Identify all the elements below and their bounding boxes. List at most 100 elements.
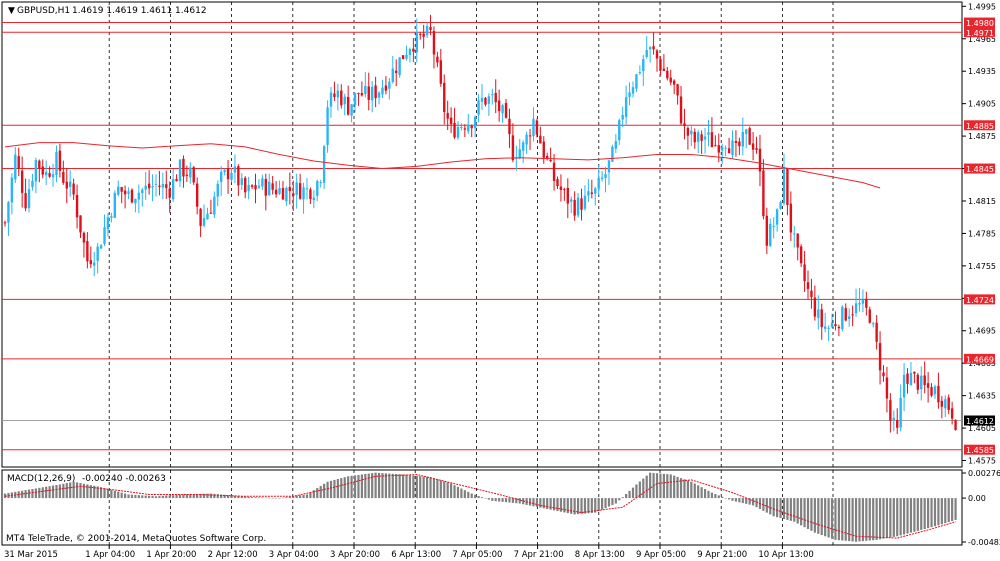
macd-bar[interactable] bbox=[944, 498, 947, 524]
candle-bear[interactable] bbox=[882, 372, 885, 377]
macd-bar[interactable] bbox=[450, 483, 453, 499]
macd-bar[interactable] bbox=[247, 496, 250, 499]
candle-bull[interactable] bbox=[576, 197, 580, 216]
macd-bar[interactable] bbox=[721, 496, 724, 499]
macd-bar[interactable] bbox=[796, 498, 799, 524]
candle-bear[interactable] bbox=[274, 189, 278, 195]
candle-bear[interactable] bbox=[786, 168, 789, 205]
candle-bull[interactable] bbox=[106, 217, 110, 230]
candle-bull[interactable] bbox=[405, 54, 408, 59]
macd-bar[interactable] bbox=[806, 498, 810, 529]
macd-bar[interactable] bbox=[93, 485, 96, 499]
macd-bar[interactable] bbox=[824, 498, 827, 537]
candle-bear[interactable] bbox=[346, 96, 350, 115]
candle-bull[interactable] bbox=[219, 171, 223, 182]
candle-bear[interactable] bbox=[357, 92, 360, 94]
candle-bear[interactable] bbox=[580, 198, 583, 210]
candle-bear[interactable] bbox=[834, 324, 837, 327]
candle-bull[interactable] bbox=[178, 159, 182, 182]
candle-bull[interactable] bbox=[830, 322, 834, 327]
macd-bar[interactable] bbox=[99, 487, 103, 499]
candle-bear[interactable] bbox=[837, 326, 841, 329]
candle-bear[interactable] bbox=[751, 143, 755, 150]
candle-bear[interactable] bbox=[535, 120, 539, 135]
candle-bear[interactable] bbox=[439, 60, 443, 84]
candle-bull[interactable] bbox=[467, 124, 470, 132]
candle-bear[interactable] bbox=[195, 183, 199, 207]
macd-bar[interactable] bbox=[96, 486, 99, 499]
macd-bar[interactable] bbox=[429, 477, 432, 499]
macd-bar[interactable] bbox=[508, 498, 511, 503]
macd-bar[interactable] bbox=[854, 498, 858, 542]
candle-bull[interactable] bbox=[425, 26, 429, 36]
candle-bear[interactable] bbox=[799, 246, 803, 264]
candle-bear[interactable] bbox=[672, 80, 676, 85]
macd-bar[interactable] bbox=[343, 477, 346, 499]
macd-bar[interactable] bbox=[782, 498, 786, 519]
candle-bear[interactable] bbox=[384, 85, 388, 91]
macd-bar[interactable] bbox=[803, 498, 806, 528]
macd-bar[interactable] bbox=[655, 473, 659, 499]
macd-bar[interactable] bbox=[515, 498, 518, 504]
macd-bar[interactable] bbox=[779, 498, 782, 519]
macd-bar[interactable] bbox=[237, 495, 240, 499]
candle-bull[interactable] bbox=[607, 160, 611, 173]
candle-bull[interactable] bbox=[213, 196, 216, 215]
candle-bear[interactable] bbox=[659, 59, 662, 71]
macd-bar[interactable] bbox=[216, 494, 219, 499]
macd-bar[interactable] bbox=[371, 473, 374, 499]
candle-bear[interactable] bbox=[292, 193, 295, 196]
macd-bar[interactable] bbox=[316, 488, 319, 499]
candle-bull[interactable] bbox=[638, 72, 642, 74]
candle-bear[interactable] bbox=[374, 85, 377, 99]
candle-bull[interactable] bbox=[745, 129, 748, 134]
candle-bull[interactable] bbox=[920, 375, 923, 390]
candle-bull[interactable] bbox=[594, 188, 597, 194]
macd-bar[interactable] bbox=[480, 497, 484, 499]
macd-bar[interactable] bbox=[902, 498, 906, 535]
candle-bull[interactable] bbox=[597, 177, 600, 189]
macd-bar[interactable] bbox=[734, 498, 738, 502]
macd-bar[interactable] bbox=[134, 494, 137, 499]
macd-bar[interactable] bbox=[110, 489, 113, 499]
macd-bar[interactable] bbox=[165, 495, 168, 499]
candle-bull[interactable] bbox=[782, 167, 786, 204]
candle-bear[interactable] bbox=[940, 400, 944, 407]
candle-bull[interactable] bbox=[611, 146, 614, 162]
macd-bar[interactable] bbox=[161, 495, 164, 499]
macd-bar[interactable] bbox=[62, 483, 65, 499]
candle-bear[interactable] bbox=[511, 135, 515, 161]
candle-bear[interactable] bbox=[813, 297, 817, 317]
candle-bear[interactable] bbox=[497, 100, 501, 112]
macd-bar[interactable] bbox=[920, 498, 923, 530]
macd-bar[interactable] bbox=[820, 498, 823, 536]
candle-bear[interactable] bbox=[539, 135, 542, 144]
candle-bull[interactable] bbox=[635, 74, 638, 89]
macd-bar[interactable] bbox=[27, 489, 31, 499]
macd-bar[interactable] bbox=[889, 498, 892, 538]
candle-bear[interactable] bbox=[395, 70, 398, 73]
candle-bull[interactable] bbox=[621, 114, 624, 120]
macd-bar[interactable] bbox=[453, 485, 456, 499]
candle-bull[interactable] bbox=[144, 185, 147, 190]
macd-bar[interactable] bbox=[841, 498, 844, 541]
macd-bar[interactable] bbox=[446, 482, 449, 499]
candle-bear[interactable] bbox=[563, 189, 566, 191]
macd-bar[interactable] bbox=[391, 473, 394, 499]
candle-bull[interactable] bbox=[31, 180, 34, 188]
macd-bar[interactable] bbox=[89, 485, 92, 499]
candle-bull[interactable] bbox=[518, 149, 521, 158]
macd-bar[interactable] bbox=[477, 495, 480, 499]
macd-bar[interactable] bbox=[590, 498, 593, 513]
macd-bar[interactable] bbox=[834, 498, 837, 540]
candle-bear[interactable] bbox=[65, 181, 68, 189]
candle-bull[interactable] bbox=[933, 386, 937, 395]
candle-bull[interactable] bbox=[110, 216, 113, 218]
candle-bear[interactable] bbox=[700, 134, 703, 141]
candle-bear[interactable] bbox=[182, 158, 185, 177]
macd-bar[interactable] bbox=[275, 497, 278, 499]
candle-bear[interactable] bbox=[288, 187, 292, 192]
macd-bar[interactable] bbox=[858, 498, 861, 542]
macd-bar[interactable] bbox=[250, 497, 254, 499]
